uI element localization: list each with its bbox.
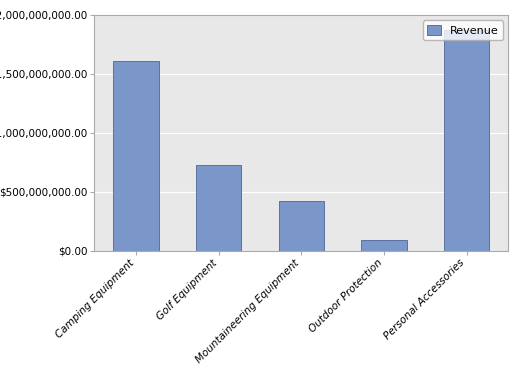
Bar <box>196 165 242 251</box>
Bar <box>279 201 324 251</box>
Legend: Revenue: Revenue <box>423 20 503 40</box>
Bar <box>361 240 407 251</box>
Bar <box>444 30 489 251</box>
Bar <box>113 61 159 251</box>
